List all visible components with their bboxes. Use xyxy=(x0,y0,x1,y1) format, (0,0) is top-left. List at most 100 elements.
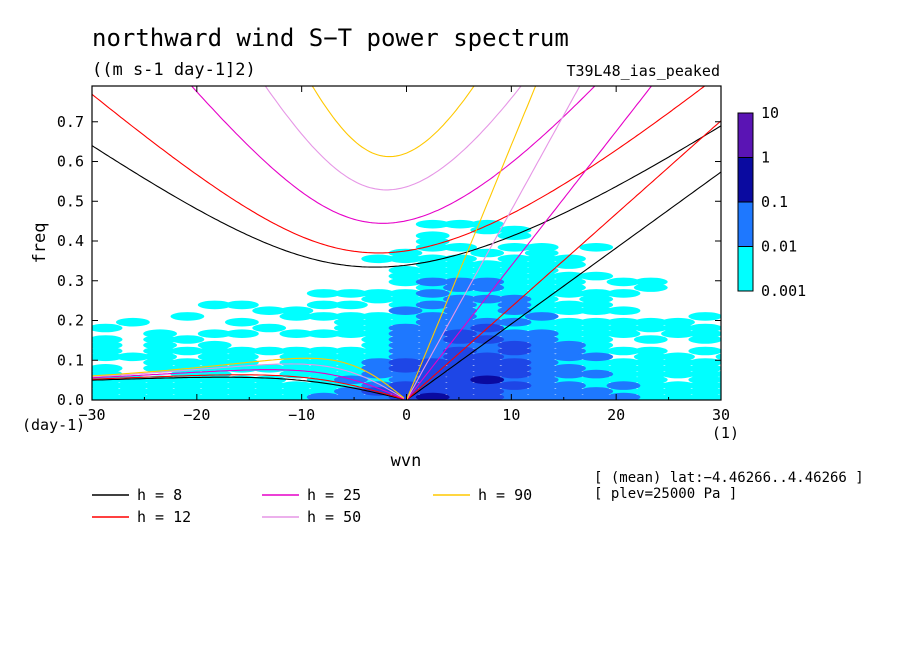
y-axis-label: freq xyxy=(30,223,50,264)
x-tick-label: −20 xyxy=(183,406,210,424)
heatmap-cell xyxy=(92,364,123,373)
heatmap-cell xyxy=(524,329,559,339)
heatmap-cell xyxy=(415,231,450,240)
y-tick-label: 0.2 xyxy=(57,312,84,330)
heatmap-cell xyxy=(361,312,396,321)
heatmap-cell xyxy=(606,317,641,327)
heatmap-cell xyxy=(252,323,287,333)
heatmap-cell xyxy=(170,358,205,367)
heatmap-cell xyxy=(415,392,450,400)
heatmap-cell xyxy=(497,381,532,390)
heatmap-cell xyxy=(552,271,586,281)
heatmap-cell xyxy=(579,369,614,379)
colorbar-swatch xyxy=(738,113,753,158)
rossby-curve xyxy=(92,369,405,400)
heatmap-cell xyxy=(334,289,368,298)
spectrum-heatmap xyxy=(92,219,721,400)
heatmap-cell xyxy=(579,271,614,281)
latitude-info: [ (mean) lat:−4.46266..4.46266 ] xyxy=(594,470,864,486)
heatmap-cell xyxy=(715,382,721,389)
heatmap-cell xyxy=(306,312,341,321)
heatmap-cell xyxy=(388,358,423,367)
legend-label: h = 12 xyxy=(137,508,191,526)
heatmap-cell xyxy=(497,254,532,264)
heatmap-cell xyxy=(715,353,721,360)
heatmap-cell xyxy=(252,306,287,316)
heatmap-cell xyxy=(633,346,668,356)
heatmap-cell xyxy=(606,392,641,400)
heatmap-cell xyxy=(552,364,586,373)
x-tick-label: 10 xyxy=(502,406,520,424)
heatmap-cell xyxy=(606,358,641,367)
colorbar-label: 0.1 xyxy=(761,193,788,211)
y-tick-label: 0.4 xyxy=(57,232,84,250)
heatmap-cell xyxy=(606,306,641,316)
x-axis: −30 −20 −10 0 10 20 30 xyxy=(78,86,730,424)
kelvin-curve xyxy=(405,86,537,400)
heatmap-cell xyxy=(279,306,314,316)
heatmap-cell xyxy=(579,317,614,327)
heatmap-cell xyxy=(415,277,450,287)
heatmap-cell xyxy=(470,219,505,229)
heatmap-cell xyxy=(279,346,314,356)
heatmap-cell xyxy=(334,312,368,321)
y-tick-label: 0.0 xyxy=(57,391,84,409)
rossby-curve xyxy=(92,376,405,400)
heatmap-cell xyxy=(252,364,287,373)
heatmap-cell xyxy=(388,289,423,298)
x-axis-unit: (1) xyxy=(712,424,739,442)
heatmap-cell xyxy=(388,323,423,333)
heatmap-cell xyxy=(688,358,721,367)
heatmap-cell xyxy=(306,329,341,339)
heatmap-cell xyxy=(497,358,532,367)
heatmap-cell xyxy=(524,312,559,321)
x-axis-label: wvn xyxy=(391,451,422,471)
heatmap-cell xyxy=(443,294,477,304)
legend: h = 8 h = 12 h = 25 h = 50 h = 90 xyxy=(92,486,532,526)
x-tick-label: 20 xyxy=(607,406,625,424)
heatmap-cell xyxy=(170,346,205,356)
kelvin-curve xyxy=(406,86,653,400)
heatmap-cell xyxy=(633,277,668,287)
dispersion-curve-h-12 xyxy=(92,86,721,400)
heatmap-cell xyxy=(334,300,368,310)
y-axis: 0.0 0.1 0.2 0.3 0.4 0.5 0.6 0.7 xyxy=(57,113,721,409)
heatmap-cell xyxy=(443,219,477,229)
heatmap-cell xyxy=(415,254,450,264)
legend-item-h-50: h = 50 xyxy=(262,508,361,526)
heatmap-cell xyxy=(470,352,505,362)
heatmap-cell xyxy=(361,289,396,298)
heatmap-level-0.01 xyxy=(306,277,641,400)
heatmap-cell xyxy=(143,329,178,339)
heatmap-cell xyxy=(306,300,341,310)
heatmap-cell xyxy=(115,317,150,327)
heatmap-cell xyxy=(579,289,614,298)
heatmap-cell xyxy=(92,323,123,333)
heatmap-level-1 xyxy=(415,375,505,400)
heatmap-cell xyxy=(552,340,586,350)
heatmap-cell xyxy=(715,376,721,383)
colorbar-label: 10 xyxy=(761,104,779,122)
legend-label: h = 25 xyxy=(307,486,361,504)
legend-item-h-25: h = 25 xyxy=(262,486,361,504)
heatmap-cell xyxy=(443,329,477,339)
heatmap-cell xyxy=(470,375,505,385)
colorbar-label: 1 xyxy=(761,149,770,167)
heatmap-cell xyxy=(688,312,721,321)
heatmap-cell xyxy=(361,358,396,367)
heatmap-cell xyxy=(688,346,721,356)
heatmap-cell xyxy=(579,387,614,396)
heatmap-cell xyxy=(497,340,532,350)
legend-label: h = 50 xyxy=(307,508,361,526)
inertia-gravity-curve xyxy=(92,86,706,254)
heatmap-cell xyxy=(661,381,695,390)
heatmap-cell xyxy=(552,254,586,264)
heatmap-cell xyxy=(170,312,205,321)
inertia-gravity-curve xyxy=(264,86,522,191)
rossby-curve xyxy=(92,357,405,399)
y-tick-label: 0.5 xyxy=(57,192,84,210)
heatmap-cell xyxy=(170,335,205,344)
colorbar-swatch xyxy=(738,157,753,202)
heatmap-cell xyxy=(470,335,505,344)
heatmap-cell xyxy=(470,294,505,304)
